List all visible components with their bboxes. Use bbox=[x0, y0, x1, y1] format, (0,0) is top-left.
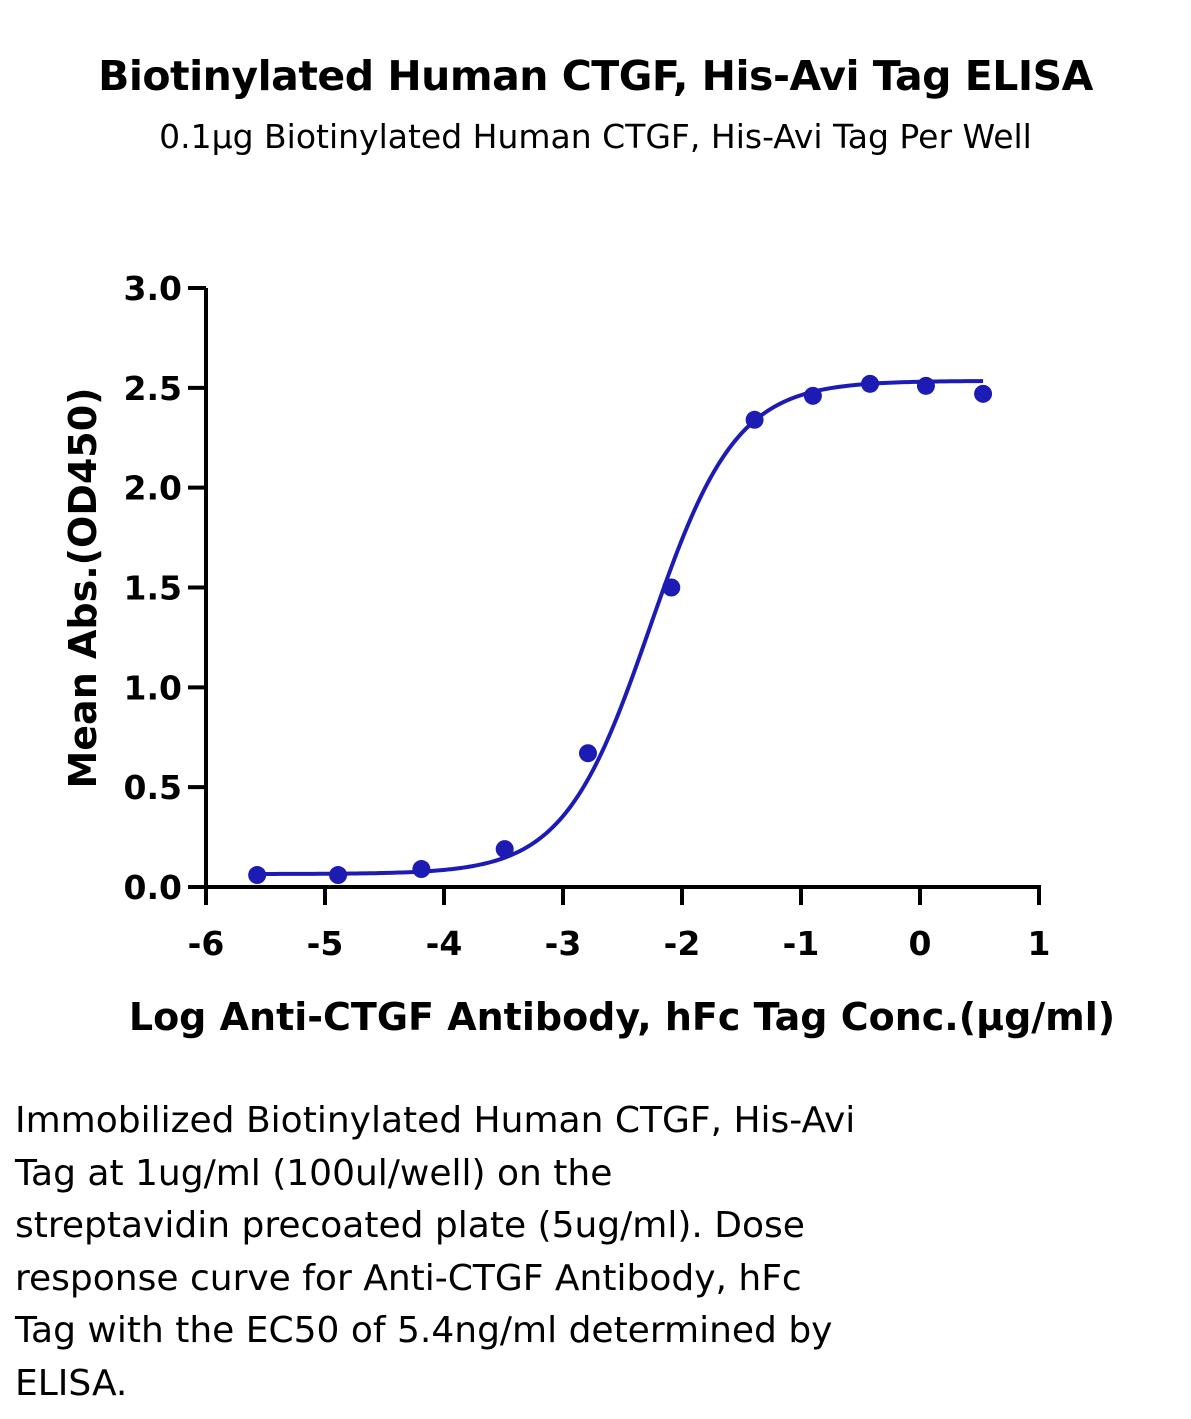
y-tick-label: 3.0 bbox=[124, 269, 182, 308]
y-axis-ticks: 0.0 0.5 1.0 1.5 2.0 2.5 3.0 bbox=[124, 269, 206, 907]
x-tick-label: -2 bbox=[664, 924, 701, 963]
figure-caption: Immobilized Biotinylated Human CTGF, His… bbox=[15, 1095, 1015, 1410]
y-tick-label: 2.5 bbox=[124, 369, 182, 408]
x-tick-label: -6 bbox=[188, 924, 225, 963]
fit-curve bbox=[257, 379, 984, 876]
y-tick-label: 1.0 bbox=[124, 668, 182, 707]
data-point bbox=[861, 374, 880, 393]
caption-line: streptavidin precoated plate (5ug/ml). D… bbox=[15, 1205, 805, 1246]
x-tick-label: 1 bbox=[1028, 924, 1051, 963]
x-tick-label: -3 bbox=[545, 924, 582, 963]
chart-subtitle: 0.1μg Biotinylated Human CTGF, His-Avi T… bbox=[159, 117, 1032, 156]
x-tick-label: -1 bbox=[783, 924, 820, 963]
data-point bbox=[974, 384, 993, 403]
data-point bbox=[329, 866, 348, 885]
caption-line: Tag at 1ug/ml (100ul/well) on the bbox=[15, 1152, 613, 1194]
data-point bbox=[248, 866, 267, 885]
y-axis-title: Mean Abs.(OD450) bbox=[61, 387, 105, 788]
x-tick-label: 0 bbox=[909, 924, 932, 963]
x-tick-label: -5 bbox=[307, 924, 344, 963]
data-point bbox=[803, 386, 822, 405]
y-tick-label: 0.5 bbox=[124, 768, 182, 807]
chart-axes bbox=[204, 288, 1041, 889]
data-point bbox=[916, 376, 935, 395]
data-point bbox=[745, 410, 764, 429]
y-tick-label: 2.0 bbox=[124, 469, 182, 508]
data-point bbox=[495, 840, 514, 859]
x-tick-label: -4 bbox=[426, 924, 463, 963]
data-points bbox=[248, 374, 993, 885]
caption-line: ELISA. bbox=[15, 1362, 128, 1404]
x-axis-title: Log Anti-CTGF Antibody, hFc Tag Conc.(μg… bbox=[129, 995, 1115, 1039]
caption-line: response curve for Anti-CTGF Antibody, h… bbox=[15, 1257, 802, 1299]
x-axis-ticks: -6 -5 -4 -3 -2 -1 0 1 bbox=[188, 887, 1051, 963]
chart-title: Biotinylated Human CTGF, His-Avi Tag ELI… bbox=[98, 52, 1093, 100]
elisa-chart: -6 -5 -4 -3 -2 -1 0 1 0.0 0.5 1.0 1.5 2.0 2.5 3.0 Log… bbox=[61, 269, 1115, 1039]
y-tick-label: 1.5 bbox=[124, 569, 182, 608]
data-point bbox=[662, 578, 681, 597]
data-point bbox=[412, 860, 431, 879]
caption-line: Tag with the EC50 of 5.4ng/ml determined… bbox=[15, 1310, 833, 1351]
caption-line: Immobilized Biotinylated Human CTGF, His… bbox=[15, 1100, 856, 1141]
y-tick-label: 0.0 bbox=[124, 868, 182, 907]
data-point bbox=[578, 744, 597, 763]
